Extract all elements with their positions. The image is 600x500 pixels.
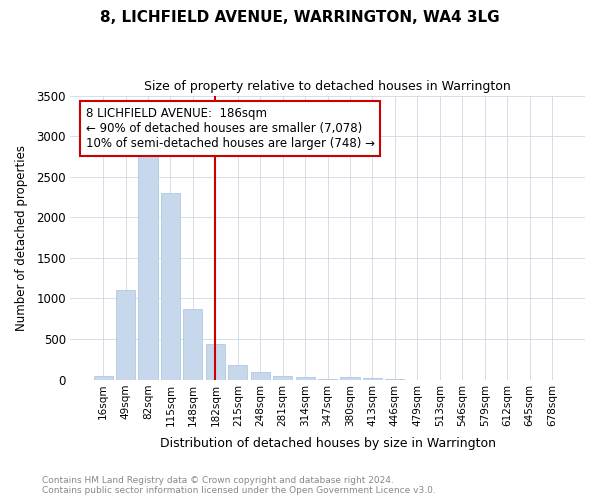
Bar [340,377,359,380]
Bar [116,290,135,380]
Bar [251,372,270,380]
Bar [184,309,202,380]
Bar [296,377,314,380]
Bar [94,376,113,380]
Bar [206,344,225,380]
Bar [363,378,382,380]
Bar [273,376,292,380]
Bar [139,156,158,380]
X-axis label: Distribution of detached houses by size in Warrington: Distribution of detached houses by size … [160,437,496,450]
Text: 8 LICHFIELD AVENUE:  186sqm
← 90% of detached houses are smaller (7,078)
10% of : 8 LICHFIELD AVENUE: 186sqm ← 90% of deta… [86,107,374,150]
Y-axis label: Number of detached properties: Number of detached properties [15,144,28,330]
Text: Contains HM Land Registry data © Crown copyright and database right 2024.
Contai: Contains HM Land Registry data © Crown c… [42,476,436,495]
Bar [161,193,180,380]
Bar [228,364,247,380]
Title: Size of property relative to detached houses in Warrington: Size of property relative to detached ho… [144,80,511,93]
Text: 8, LICHFIELD AVENUE, WARRINGTON, WA4 3LG: 8, LICHFIELD AVENUE, WARRINGTON, WA4 3LG [100,10,500,25]
